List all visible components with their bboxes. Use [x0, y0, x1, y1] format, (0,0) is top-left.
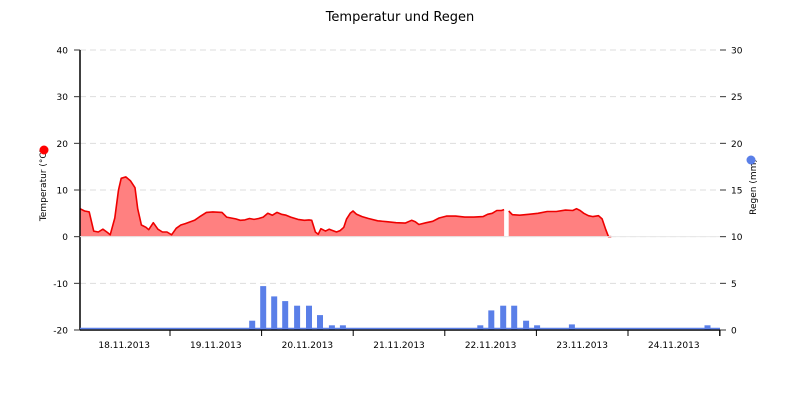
left-tick-label: 0: [62, 233, 68, 243]
left-tick-label: 20: [57, 140, 69, 150]
right-tick-label: 25: [731, 93, 742, 103]
rain-bar: [568, 324, 575, 330]
rain-bar: [317, 315, 323, 330]
x-tick-label: 22.11.2013: [465, 341, 517, 351]
right-tick-label: 5: [731, 280, 737, 290]
x-tick-label: 24.11.2013: [648, 341, 700, 351]
left-tick-label: -20: [53, 327, 68, 337]
right-tick-label: 10: [731, 233, 743, 243]
rain-bar: [511, 305, 518, 330]
temperature-line: [508, 207, 612, 238]
axis-titles: Temperatur (°C) Regen (mm): [39, 145, 759, 222]
left-y-axis: 40 30 20 10 0 -10 -20: [53, 47, 80, 337]
rain-bar: [488, 310, 495, 330]
left-tick-label: -10: [53, 280, 68, 290]
right-y-axis: 30 25 20 15 10 5 0: [719, 47, 743, 337]
x-tick-label: 19.11.2013: [190, 341, 242, 351]
right-tick-label: 20: [731, 140, 743, 150]
rain-bar: [523, 320, 530, 330]
gridlines: [80, 49, 720, 284]
rain-bar: [704, 325, 711, 330]
rain-bar: [534, 325, 541, 330]
rain-bar: [500, 305, 507, 330]
rain-bar: [249, 320, 256, 330]
rain-bar: [306, 305, 312, 330]
x-tick-label: 18.11.2013: [98, 341, 150, 351]
rain-bar: [328, 325, 335, 330]
left-tick-label: 40: [57, 47, 69, 57]
left-tick-label: 10: [57, 187, 69, 197]
rain-bar: [282, 301, 289, 330]
left-tick-label: 30: [57, 93, 69, 103]
rain-series: [249, 286, 711, 330]
right-tick-label: 0: [731, 327, 737, 337]
rain-bar: [477, 325, 484, 330]
temperature-area: [80, 176, 505, 237]
left-axis-title: Temperatur (°C): [39, 149, 49, 222]
temperature-line: [79, 176, 505, 236]
rain-bar: [339, 325, 346, 330]
rain-bar: [260, 286, 267, 330]
chart-title: Temperatur und Regen: [325, 10, 475, 25]
rain-bar: [294, 305, 301, 330]
temperature-area: [508, 208, 612, 237]
temperature-series: [79, 176, 612, 238]
x-tick-label: 23.11.2013: [556, 341, 608, 351]
x-tick-label: 21.11.2013: [373, 341, 425, 351]
right-tick-label: 15: [731, 187, 742, 197]
rain-legend-dot: [746, 155, 756, 165]
right-axis-title: Regen (mm): [749, 159, 759, 215]
x-axis: 18.11.2013 19.11.2013 20.11.2013 21.11.2013…: [98, 330, 721, 351]
temperature-legend-dot: [39, 145, 49, 155]
right-tick-label: 30: [731, 47, 743, 57]
x-tick-label: 20.11.2013: [282, 341, 334, 351]
rain-bar: [271, 296, 278, 330]
